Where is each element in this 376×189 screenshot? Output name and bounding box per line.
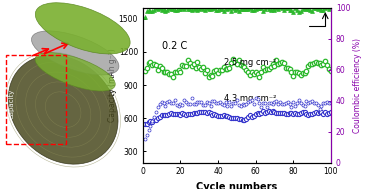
Y-axis label: Coulombic efficiency (%): Coulombic efficiency (%): [353, 38, 362, 132]
Ellipse shape: [35, 3, 130, 54]
Ellipse shape: [35, 53, 115, 91]
Text: 2.5 mg cm⁻²: 2.5 mg cm⁻²: [224, 58, 276, 67]
Ellipse shape: [8, 55, 118, 164]
Text: 0.2 C: 0.2 C: [162, 40, 187, 50]
Text: 4.3 mg cm⁻²: 4.3 mg cm⁻²: [224, 94, 276, 103]
Y-axis label: Capacity (mAh g⁻¹): Capacity (mAh g⁻¹): [108, 48, 117, 122]
Ellipse shape: [32, 31, 119, 75]
Text: Capacity: Capacity: [9, 89, 15, 119]
X-axis label: Cycle numbers: Cycle numbers: [196, 182, 277, 189]
